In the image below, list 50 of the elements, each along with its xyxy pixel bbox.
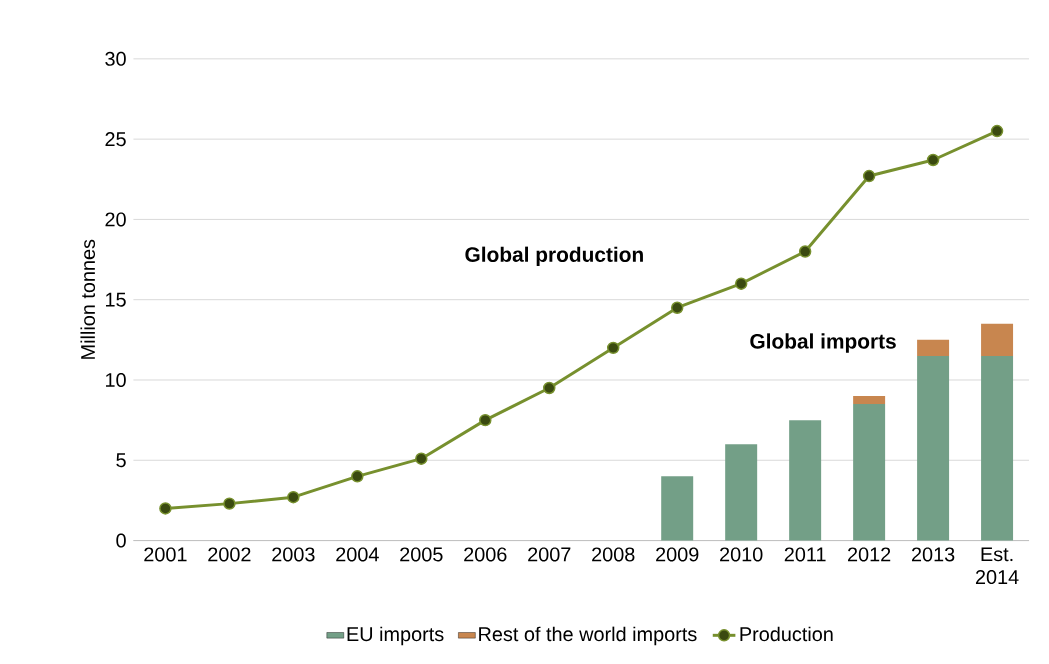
x-tick-label: 2005 xyxy=(400,547,443,562)
y-tick-label: 15 xyxy=(106,292,126,307)
bar xyxy=(917,355,950,541)
bar xyxy=(661,476,694,541)
x-tick-label: 2013 xyxy=(911,547,955,562)
point xyxy=(543,381,556,395)
point xyxy=(670,301,684,314)
legend-label: Rest of the world imports xyxy=(479,626,697,646)
annotation: Global imports xyxy=(750,333,896,353)
bar xyxy=(725,444,758,541)
x-tick-label: 2010 xyxy=(720,547,763,562)
bar xyxy=(981,355,1014,541)
point xyxy=(862,169,876,183)
point xyxy=(159,502,172,515)
point xyxy=(479,413,492,427)
point xyxy=(926,153,940,167)
x-tick-label: 2002 xyxy=(208,547,251,562)
point xyxy=(606,341,620,354)
point xyxy=(734,277,748,290)
x-tick-label: Est. 2014 xyxy=(975,547,1019,584)
point xyxy=(223,497,236,510)
bar xyxy=(789,420,822,541)
x-tick-label: 2004 xyxy=(336,547,379,562)
legend-label: Production xyxy=(740,626,833,642)
bar xyxy=(981,323,1014,356)
point xyxy=(798,245,812,258)
y-axis-title: Million tonnes xyxy=(80,239,96,359)
x-tick-label: 2003 xyxy=(272,547,315,562)
point xyxy=(287,490,300,504)
x-tick-label: 2012 xyxy=(848,547,891,562)
x-tick-label: 2011 xyxy=(784,547,826,562)
bar xyxy=(853,403,886,541)
point xyxy=(990,124,1004,138)
annotation: Global production xyxy=(465,246,643,266)
bar xyxy=(917,339,950,356)
y-tick-label: 25 xyxy=(105,131,126,147)
x-tick-label: 2001 xyxy=(144,547,187,562)
x-tick-label: 2007 xyxy=(528,547,571,562)
x-tick-label: 2009 xyxy=(656,547,699,562)
y-tick-label: 10 xyxy=(106,372,126,387)
point xyxy=(415,452,428,465)
y-tick-label: 0 xyxy=(116,533,126,548)
point xyxy=(351,469,364,483)
y-tick-label: 20 xyxy=(105,212,126,227)
legend-label: EU imports xyxy=(347,626,444,646)
x-tick-label: 2006 xyxy=(464,547,507,562)
y-tick-label: 5 xyxy=(116,453,126,468)
x-tick-label: 2008 xyxy=(592,547,635,562)
bar xyxy=(853,395,886,404)
y-tick-label: 30 xyxy=(105,51,126,66)
